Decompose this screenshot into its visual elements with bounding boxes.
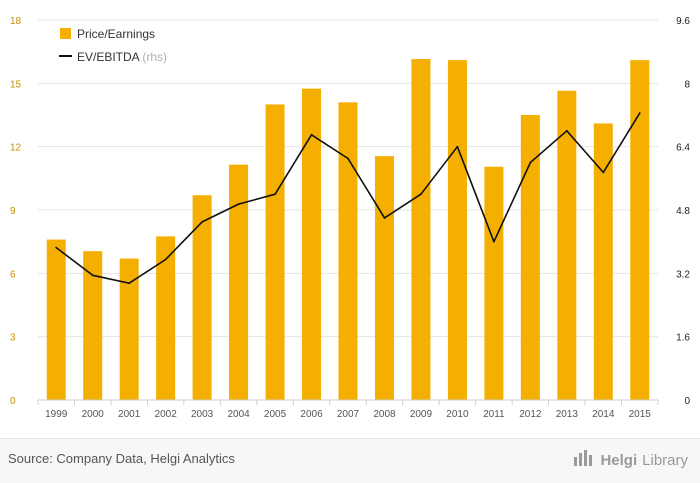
bar bbox=[557, 90, 577, 400]
line-point bbox=[383, 217, 386, 219]
x-tick-label: 2004 bbox=[227, 409, 250, 420]
bar bbox=[46, 239, 66, 400]
bar-series bbox=[46, 59, 650, 401]
bar bbox=[447, 60, 467, 400]
line-point bbox=[565, 129, 568, 132]
x-tick-label: 2003 bbox=[191, 409, 214, 420]
bar bbox=[265, 104, 285, 400]
left-tick-label: 18 bbox=[10, 16, 22, 27]
line-point bbox=[529, 161, 532, 164]
left-tick-label: 9 bbox=[10, 206, 16, 217]
bar bbox=[484, 166, 504, 400]
left-tick-label: 6 bbox=[10, 269, 16, 280]
bar bbox=[192, 195, 212, 400]
line-point bbox=[55, 246, 58, 249]
left-tick-label: 0 bbox=[10, 396, 16, 407]
line-point bbox=[492, 240, 495, 243]
footer bbox=[0, 439, 700, 483]
axes: 0 0 3 1.6 6 3.2 9 4.8 12 6.4 15 8 18 9.6 1999 2000 2001 2… bbox=[10, 16, 690, 420]
legend-swatch-price-earnings bbox=[60, 28, 71, 39]
left-tick-label: 3 bbox=[10, 333, 16, 344]
x-tick-label: 2015 bbox=[629, 409, 652, 420]
legend-label-rhs: (rhs) bbox=[142, 50, 167, 64]
x-tick-label: 2002 bbox=[155, 409, 178, 420]
x-tick-label: 2005 bbox=[264, 409, 287, 420]
brand-name: Helgi bbox=[600, 451, 638, 469]
x-tick-label: 2014 bbox=[592, 409, 615, 420]
bar bbox=[374, 156, 394, 400]
line-point bbox=[602, 171, 605, 174]
bar bbox=[593, 123, 613, 400]
x-tick-label: 2007 bbox=[337, 409, 360, 420]
x-tick-label: 2012 bbox=[519, 409, 542, 420]
bar bbox=[520, 115, 540, 400]
x-tick-label: 2011 bbox=[483, 409, 505, 420]
left-tick-label: 15 bbox=[10, 79, 22, 90]
helgi-library-logo-icon bbox=[573, 449, 595, 471]
legend: Price/Earnings EV/EBITDA (rhs) bbox=[59, 27, 167, 64]
legend-label-ev-ebitda: EV/EBITDA bbox=[77, 50, 140, 64]
x-tick-label: 2008 bbox=[373, 409, 396, 420]
bar bbox=[156, 236, 176, 400]
right-tick-label: 8 bbox=[684, 79, 690, 90]
x-tick-label: 1999 bbox=[45, 409, 68, 420]
x-tick-label: 2013 bbox=[556, 409, 579, 420]
line-point bbox=[347, 157, 349, 160]
x-tick-label: 2001 bbox=[118, 409, 141, 420]
bar bbox=[338, 102, 358, 400]
line-point bbox=[164, 258, 167, 261]
x-tick-label: 2010 bbox=[446, 409, 469, 420]
line-point bbox=[237, 203, 240, 205]
right-tick-label: 4.8 bbox=[676, 206, 690, 217]
right-tick-label: 1.6 bbox=[676, 333, 690, 344]
right-tick-label: 9.6 bbox=[676, 16, 690, 27]
legend-text-ev-ebitda: EV/EBITDA (rhs) bbox=[77, 50, 167, 64]
bar bbox=[411, 59, 431, 401]
line-point bbox=[128, 282, 131, 285]
bar bbox=[630, 60, 650, 400]
chart: 0 0 3 1.6 6 3.2 9 4.8 12 6.4 15 8 18 9.6 1999 2000 2001 2… bbox=[10, 16, 690, 420]
x-tick-label: 2009 bbox=[410, 409, 433, 420]
line-point bbox=[420, 193, 422, 196]
source-note: Source: Company Data, Helgi Analytics bbox=[8, 451, 235, 466]
line-point bbox=[638, 112, 641, 114]
right-tick-label: 0 bbox=[684, 396, 690, 407]
line-series bbox=[55, 112, 641, 285]
left-tick-label: 12 bbox=[10, 143, 22, 154]
line-point bbox=[310, 133, 313, 136]
line-point bbox=[456, 145, 459, 148]
legend-label-price-earnings: Price/Earnings bbox=[77, 27, 155, 41]
line-point bbox=[91, 274, 94, 277]
x-tick-label: 2000 bbox=[82, 409, 105, 420]
bar bbox=[83, 251, 103, 400]
right-tick-label: 3.2 bbox=[676, 269, 690, 280]
x-tick-label: 2006 bbox=[300, 409, 323, 420]
brand-logo: Helgi Library bbox=[573, 449, 688, 471]
bar bbox=[229, 164, 249, 400]
bar bbox=[119, 258, 139, 400]
line-point bbox=[274, 193, 276, 196]
chart-svg: 0 0 3 1.6 6 3.2 9 4.8 12 6.4 15 8 18 9.6 1999 2000 2001 2… bbox=[10, 16, 690, 420]
footer-divider bbox=[0, 438, 700, 439]
right-tick-label: 6.4 bbox=[676, 143, 690, 154]
brand-suffix: Library bbox=[642, 451, 688, 469]
line-point bbox=[201, 220, 204, 223]
bar bbox=[302, 88, 322, 400]
